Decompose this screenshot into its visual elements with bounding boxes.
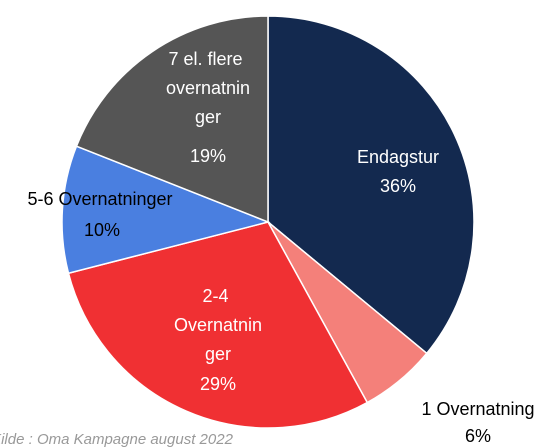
slice-label: Endagstur [357,147,439,167]
pie-slice [67,221,369,429]
value-label: 6% [465,426,491,446]
value-label: 19% [190,146,226,166]
slice-label: 5-6 Overnatninger [27,189,172,209]
pie-slice [267,15,475,355]
value-label: 36% [380,176,416,196]
pie-slice [61,145,271,275]
value-label: 10% [84,220,120,240]
slice-label: 1 Overnatning [421,399,534,419]
source-note: Kilde : Oma Kampagne august 2022 [0,431,234,448]
slice-label: 2-4 Overnatnin ger [174,286,262,364]
slice-label: 7 el. flere overnatnin ger [166,49,250,127]
value-label: 29% [200,374,236,394]
pie-slice [75,15,269,224]
